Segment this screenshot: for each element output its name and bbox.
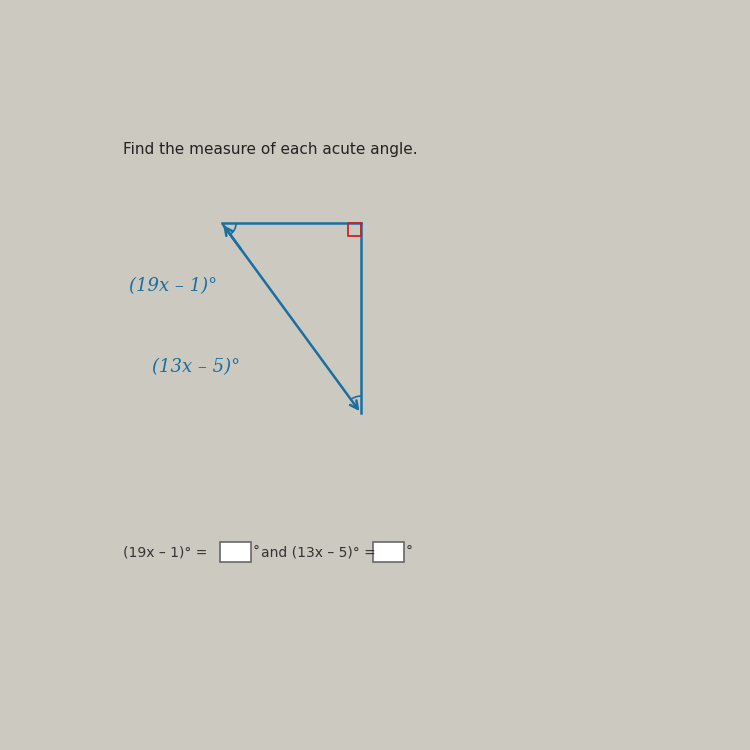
Text: (13x – 5)°: (13x – 5)° (152, 358, 240, 376)
Text: °: ° (253, 545, 260, 559)
Bar (374, 542, 404, 562)
Bar (220, 542, 251, 562)
Text: °: ° (406, 545, 413, 559)
Text: Find the measure of each acute angle.: Find the measure of each acute angle. (123, 142, 418, 157)
Text: (19x – 1)° =: (19x – 1)° = (123, 545, 207, 559)
Text: (19x – 1)°: (19x – 1)° (129, 278, 217, 296)
Text: and (13x – 5)° =: and (13x – 5)° = (261, 545, 376, 559)
